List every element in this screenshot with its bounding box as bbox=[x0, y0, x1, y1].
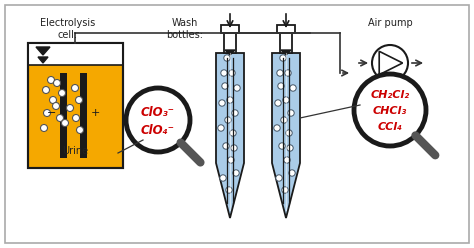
Circle shape bbox=[224, 55, 230, 61]
Circle shape bbox=[75, 96, 82, 103]
Circle shape bbox=[47, 76, 55, 84]
Circle shape bbox=[62, 120, 69, 126]
Polygon shape bbox=[225, 50, 235, 55]
Circle shape bbox=[66, 104, 73, 112]
Circle shape bbox=[58, 90, 65, 96]
Circle shape bbox=[223, 143, 229, 149]
Circle shape bbox=[76, 126, 83, 133]
Circle shape bbox=[220, 175, 226, 181]
Text: +: + bbox=[91, 108, 100, 118]
Circle shape bbox=[225, 117, 231, 123]
Circle shape bbox=[222, 83, 228, 89]
Text: CH₂Cl₂: CH₂Cl₂ bbox=[371, 90, 410, 100]
Polygon shape bbox=[379, 51, 402, 75]
Circle shape bbox=[49, 96, 56, 103]
Circle shape bbox=[231, 145, 237, 151]
Circle shape bbox=[72, 85, 79, 92]
Bar bbox=[28, 43, 123, 168]
Circle shape bbox=[218, 125, 224, 131]
Circle shape bbox=[229, 70, 235, 76]
Polygon shape bbox=[281, 50, 291, 55]
Circle shape bbox=[53, 102, 60, 110]
Circle shape bbox=[282, 187, 288, 193]
Circle shape bbox=[221, 70, 227, 76]
Circle shape bbox=[276, 175, 282, 181]
Circle shape bbox=[232, 110, 238, 116]
Circle shape bbox=[54, 80, 61, 87]
Circle shape bbox=[288, 110, 294, 116]
Circle shape bbox=[280, 55, 286, 61]
Circle shape bbox=[286, 130, 292, 136]
Circle shape bbox=[43, 87, 49, 93]
Circle shape bbox=[227, 97, 233, 103]
Text: CCl₄: CCl₄ bbox=[377, 122, 402, 132]
Circle shape bbox=[40, 124, 47, 131]
Text: −: − bbox=[47, 108, 57, 118]
Bar bbox=[28, 43, 123, 168]
Circle shape bbox=[290, 85, 296, 91]
Circle shape bbox=[226, 187, 232, 193]
Circle shape bbox=[126, 88, 190, 152]
Circle shape bbox=[289, 170, 295, 176]
Text: Electrolysis
cell:: Electrolysis cell: bbox=[40, 18, 96, 40]
Polygon shape bbox=[38, 57, 48, 63]
Circle shape bbox=[283, 97, 289, 103]
Circle shape bbox=[281, 117, 287, 123]
Bar bbox=[60, 73, 67, 158]
Circle shape bbox=[233, 170, 239, 176]
Circle shape bbox=[354, 74, 426, 146]
Text: ClO₃⁻: ClO₃⁻ bbox=[141, 106, 175, 120]
Circle shape bbox=[274, 125, 280, 131]
Polygon shape bbox=[272, 53, 300, 218]
Circle shape bbox=[287, 145, 293, 151]
Bar bbox=[80, 73, 87, 158]
Circle shape bbox=[73, 115, 80, 122]
Bar bbox=[280, 33, 292, 53]
Bar bbox=[224, 33, 236, 53]
Circle shape bbox=[285, 70, 291, 76]
Circle shape bbox=[279, 143, 285, 149]
Polygon shape bbox=[216, 53, 244, 218]
Circle shape bbox=[234, 85, 240, 91]
Circle shape bbox=[275, 100, 281, 106]
Bar bbox=[277, 25, 295, 33]
Text: ClO₄⁻: ClO₄⁻ bbox=[141, 124, 175, 136]
Text: Urine: Urine bbox=[62, 146, 88, 156]
Circle shape bbox=[277, 70, 283, 76]
Circle shape bbox=[372, 45, 408, 81]
Bar bbox=[28, 43, 123, 65]
Circle shape bbox=[56, 115, 64, 122]
Circle shape bbox=[278, 83, 284, 89]
Polygon shape bbox=[36, 47, 50, 55]
Text: Wash
bottles:: Wash bottles: bbox=[166, 18, 203, 40]
Circle shape bbox=[219, 100, 225, 106]
Circle shape bbox=[284, 157, 290, 163]
Bar bbox=[221, 25, 239, 33]
Circle shape bbox=[228, 157, 234, 163]
Circle shape bbox=[44, 110, 51, 117]
Circle shape bbox=[230, 130, 236, 136]
Text: CHCl₃: CHCl₃ bbox=[373, 106, 407, 116]
Text: Air pump: Air pump bbox=[368, 18, 412, 28]
